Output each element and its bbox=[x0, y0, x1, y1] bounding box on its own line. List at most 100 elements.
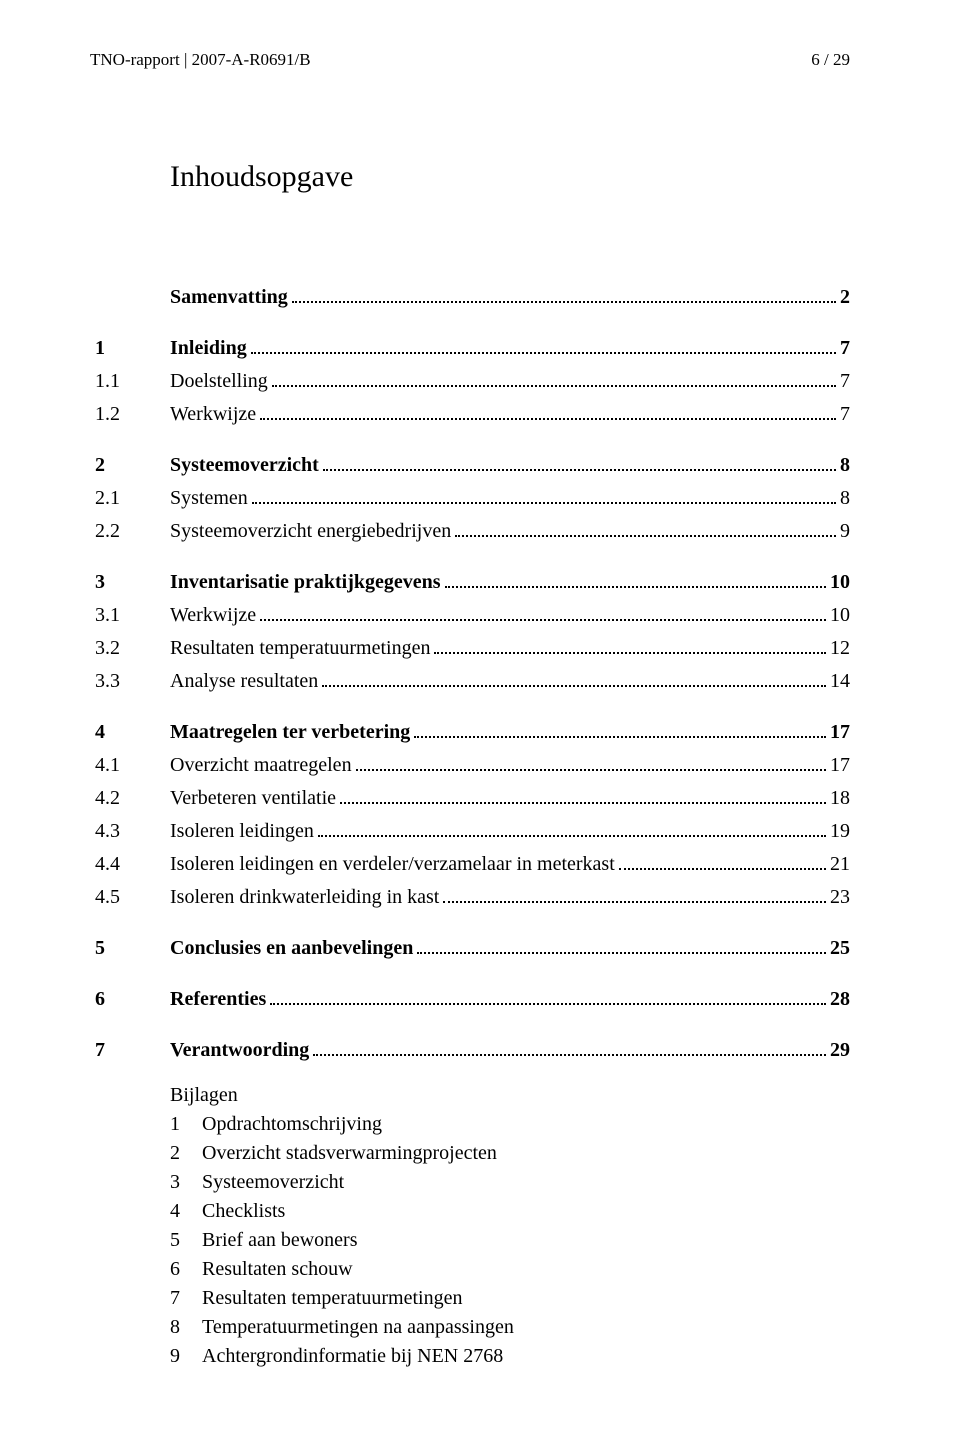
appendix-label: Temperatuurmetingen na aanpassingen bbox=[202, 1314, 514, 1341]
toc-leader-dots bbox=[414, 725, 826, 738]
toc-number: 1 bbox=[95, 335, 170, 362]
toc-label: Isoleren drinkwaterleiding in kast bbox=[170, 884, 439, 911]
toc-row: 1.2Werkwijze 7 bbox=[170, 401, 850, 428]
appendix-label: Resultaten temperatuurmetingen bbox=[202, 1285, 462, 1312]
toc-number: 2.1 bbox=[95, 485, 170, 512]
appendix-number: 3 bbox=[170, 1169, 202, 1196]
toc-row: 4.5Isoleren drinkwaterleiding in kast 23 bbox=[170, 884, 850, 911]
toc-row: 4.3Isoleren leidingen 19 bbox=[170, 818, 850, 845]
toc-leader-dots bbox=[434, 641, 826, 654]
toc-label: Conclusies en aanbevelingen bbox=[170, 935, 413, 962]
toc-number: 3.2 bbox=[95, 635, 170, 662]
toc-spacer bbox=[170, 917, 850, 935]
toc-leader-dots bbox=[417, 941, 826, 954]
toc-leader-dots bbox=[318, 824, 826, 837]
appendix-item: 8Temperatuurmetingen na aanpassingen bbox=[170, 1314, 850, 1341]
appendix-number: 1 bbox=[170, 1111, 202, 1138]
toc-page-number: 14 bbox=[830, 668, 850, 695]
toc-page-number: 17 bbox=[830, 719, 850, 746]
document-page: TNO-rapport | 2007-A-R0691/B 6 / 29 Inho… bbox=[0, 0, 960, 1432]
toc-row: 2.1Systemen 8 bbox=[170, 485, 850, 512]
appendix-number: 6 bbox=[170, 1256, 202, 1283]
appendix-item: 5Brief aan bewoners bbox=[170, 1227, 850, 1254]
toc-page-number: 2 bbox=[840, 284, 850, 311]
appendix-label: Resultaten schouw bbox=[202, 1256, 353, 1283]
header-left: TNO-rapport | 2007-A-R0691/B bbox=[90, 50, 311, 70]
appendix-item: 6Resultaten schouw bbox=[170, 1256, 850, 1283]
toc-spacer bbox=[170, 317, 850, 335]
toc-spacer bbox=[170, 434, 850, 452]
toc-number: 1.1 bbox=[95, 368, 170, 395]
toc-number: 4.5 bbox=[95, 884, 170, 911]
toc-label: Inleiding bbox=[170, 335, 247, 362]
toc-spacer bbox=[170, 1019, 850, 1037]
toc-page-number: 25 bbox=[830, 935, 850, 962]
appendix-item: 1Opdrachtomschrijving bbox=[170, 1111, 850, 1138]
toc-number: 5 bbox=[95, 935, 170, 962]
toc-row: 4.4Isoleren leidingen en verdeler/verzam… bbox=[170, 851, 850, 878]
toc-row: 4.2Verbeteren ventilatie 18 bbox=[170, 785, 850, 812]
toc-page-number: 21 bbox=[830, 851, 850, 878]
toc-label: Isoleren leidingen bbox=[170, 818, 314, 845]
toc-leader-dots bbox=[340, 791, 826, 804]
toc-page-number: 8 bbox=[840, 452, 850, 479]
appendix-item: 3Systeemoverzicht bbox=[170, 1169, 850, 1196]
appendix-number: 2 bbox=[170, 1140, 202, 1167]
toc-leader-dots bbox=[619, 857, 826, 870]
appendix-number: 8 bbox=[170, 1314, 202, 1341]
toc-row: Samenvatting 2 bbox=[170, 284, 850, 311]
toc-page-number: 17 bbox=[830, 752, 850, 779]
appendix-heading: Bijlagen bbox=[170, 1084, 850, 1107]
toc-label: Maatregelen ter verbetering bbox=[170, 719, 410, 746]
appendix-number: 5 bbox=[170, 1227, 202, 1254]
appendix-label: Checklists bbox=[202, 1198, 285, 1225]
appendix-label: Opdrachtomschrijving bbox=[202, 1111, 382, 1138]
toc-number: 4 bbox=[95, 719, 170, 746]
toc-page-number: 7 bbox=[840, 401, 850, 428]
toc-label: Referenties bbox=[170, 986, 266, 1013]
toc-row: 3.2Resultaten temperatuurmetingen 12 bbox=[170, 635, 850, 662]
toc-row: 1Inleiding 7 bbox=[170, 335, 850, 362]
appendix-label: Systeemoverzicht bbox=[202, 1169, 344, 1196]
toc-page-number: 7 bbox=[840, 368, 850, 395]
toc-label: Analyse resultaten bbox=[170, 668, 318, 695]
appendix-number: 7 bbox=[170, 1285, 202, 1312]
toc-label: Overzicht maatregelen bbox=[170, 752, 352, 779]
toc-number: 6 bbox=[95, 986, 170, 1013]
toc-leader-dots bbox=[356, 758, 826, 771]
toc-label: Werkwijze bbox=[170, 401, 256, 428]
toc-leader-dots bbox=[272, 374, 836, 387]
toc-number: 4.2 bbox=[95, 785, 170, 812]
appendix-number: 9 bbox=[170, 1343, 202, 1370]
toc-page-number: 10 bbox=[830, 569, 850, 596]
toc-leader-dots bbox=[455, 524, 836, 537]
toc-leader-dots bbox=[313, 1043, 826, 1056]
toc-leader-dots bbox=[251, 341, 836, 354]
toc-page-number: 29 bbox=[830, 1037, 850, 1064]
toc-page-number: 10 bbox=[830, 602, 850, 629]
toc-page-number: 8 bbox=[840, 485, 850, 512]
header-right: 6 / 29 bbox=[811, 50, 850, 70]
toc-leader-dots bbox=[260, 608, 826, 621]
toc-number: 1.2 bbox=[95, 401, 170, 428]
toc-row: 5Conclusies en aanbevelingen 25 bbox=[170, 935, 850, 962]
toc-leader-dots bbox=[252, 491, 836, 504]
appendix-list: 1Opdrachtomschrijving2Overzicht stadsver… bbox=[170, 1111, 850, 1370]
appendix-item: 9Achtergrondinformatie bij NEN 2768 bbox=[170, 1343, 850, 1370]
toc-spacer bbox=[170, 551, 850, 569]
table-of-contents: Samenvatting 21Inleiding 71.1Doelstellin… bbox=[170, 284, 850, 1064]
toc-label: Werkwijze bbox=[170, 602, 256, 629]
toc-number: 3.1 bbox=[95, 602, 170, 629]
appendix-label: Brief aan bewoners bbox=[202, 1227, 358, 1254]
page-header: TNO-rapport | 2007-A-R0691/B 6 / 29 bbox=[90, 50, 850, 70]
toc-row: 2Systeemoverzicht 8 bbox=[170, 452, 850, 479]
toc-number: 3.3 bbox=[95, 668, 170, 695]
toc-label: Doelstelling bbox=[170, 368, 268, 395]
toc-label: Samenvatting bbox=[170, 284, 288, 311]
appendix-number: 4 bbox=[170, 1198, 202, 1225]
toc-row: 3.1Werkwijze 10 bbox=[170, 602, 850, 629]
toc-leader-dots bbox=[270, 992, 826, 1005]
appendix-item: 2Overzicht stadsverwarmingprojecten bbox=[170, 1140, 850, 1167]
toc-number: 4.4 bbox=[95, 851, 170, 878]
toc-page-number: 23 bbox=[830, 884, 850, 911]
